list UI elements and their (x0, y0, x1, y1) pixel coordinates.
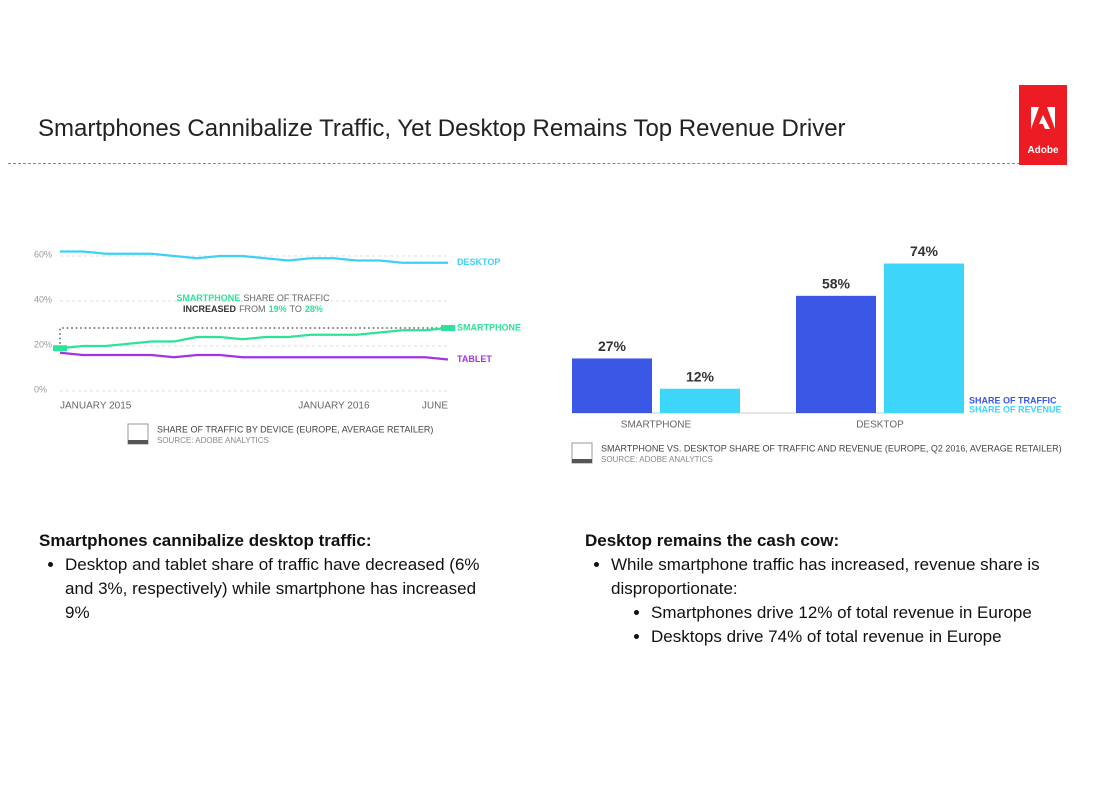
y-tick-label: 0% (34, 384, 47, 394)
bullet: While smartphone traffic has increased, … (611, 553, 1073, 649)
logo: Adobe (1019, 85, 1067, 165)
bar (884, 263, 964, 413)
series-line (60, 250, 448, 264)
point-marker (441, 325, 455, 331)
sub-bullet-list: Smartphones drive 12% of total revenue i… (611, 601, 1058, 649)
annotation-part: SHARE OF TRAFFIC (243, 293, 330, 303)
sub-bullet: Desktops drive 74% of total revenue in E… (651, 625, 1058, 649)
series-label: TABLET (457, 354, 492, 364)
bullet-list: Desktop and tablet share of traffic have… (39, 553, 505, 625)
annotation-part: FROM (239, 304, 266, 314)
value-label: 27% (598, 338, 627, 354)
y-tick-label: 40% (34, 294, 52, 304)
bar (796, 295, 876, 413)
x-tick-label: SMARTPHONE (621, 420, 692, 431)
x-tick-label: DESKTOP (856, 420, 904, 431)
heading: Desktop remains the cash cow: (585, 531, 840, 550)
text-block: Desktop remains the cash cow: While smar… (585, 529, 1073, 649)
annotation: SMARTPHONE SHARE OF TRAFFIC (176, 293, 330, 303)
value-label: 58% (822, 276, 851, 292)
annotation-part: TO (290, 304, 302, 314)
y-tick-label: 20% (34, 339, 52, 349)
series-line (59, 351, 449, 361)
chart-caption: SMARTPHONE VS. DESKTOP SHARE OF TRAFFIC … (601, 443, 1062, 453)
value-label: 74% (910, 243, 939, 259)
bullet: Desktop and tablet share of traffic have… (65, 553, 505, 625)
slide-title: Smartphones Cannibalize Traffic, Yet Des… (38, 115, 846, 142)
bar (572, 358, 652, 413)
value-label: 12% (686, 368, 715, 384)
bullet-text: While smartphone traffic has increased, … (611, 555, 1040, 598)
annotation-part: 19% (269, 304, 287, 314)
legend-entry: SHARE OF REVENUE (969, 404, 1062, 414)
bar (660, 388, 740, 413)
source-icon-band (572, 459, 592, 463)
legend-entry: SHARE OF TRAFFIC (969, 395, 1057, 405)
bullet-list: While smartphone traffic has increased, … (585, 553, 1073, 649)
annotation-part: SMARTPHONE (176, 293, 240, 303)
series-label: SMARTPHONE (457, 322, 521, 332)
x-tick-label: JUNE (422, 401, 448, 412)
source-icon-band (128, 440, 148, 444)
point-marker (53, 345, 67, 352)
text-block: Smartphones cannibalize desktop traffic:… (39, 529, 505, 625)
divider (8, 163, 1020, 164)
x-tick-label: JANUARY 2015 (60, 401, 132, 412)
annotation: INCREASED FROM 19% TO 28% (183, 304, 323, 314)
chart-source: SOURCE: ADOBE ANALYTICS (601, 455, 713, 464)
series-label: DESKTOP (457, 257, 500, 267)
chart-source: SOURCE: ADOBE ANALYTICS (157, 436, 269, 445)
sub-bullet: Smartphones drive 12% of total revenue i… (651, 601, 1058, 625)
logo-text: Adobe (1027, 145, 1059, 156)
logo-mark (1031, 107, 1055, 129)
annotation-part: 28% (305, 304, 323, 314)
x-tick-label: JANUARY 2016 (298, 401, 370, 412)
chart-caption: SHARE OF TRAFFIC BY DEVICE (EUROPE, AVER… (157, 424, 433, 434)
annotation-part: INCREASED (183, 304, 237, 314)
heading: Smartphones cannibalize desktop traffic: (39, 531, 372, 550)
series-line (59, 326, 449, 350)
y-tick-label: 60% (34, 249, 52, 259)
